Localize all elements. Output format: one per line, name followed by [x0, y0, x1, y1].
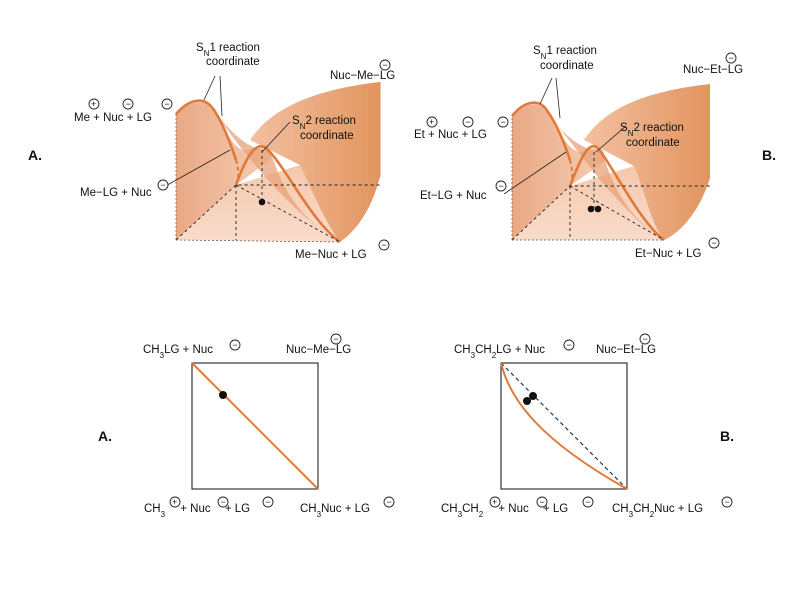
surface-left-face [512, 104, 604, 240]
sn2-label-b: SN2 reaction [620, 122, 684, 138]
surface-plot-a [161, 75, 381, 244]
sn2-label-a-line2: coordinate [300, 130, 354, 142]
svg-text:−: − [266, 497, 271, 507]
svg-text:−: − [501, 117, 506, 127]
svg-text:+: + [429, 117, 434, 127]
corner-br-top-right: Nuc−Et−LG [596, 344, 656, 356]
projection-diagram-a [191, 362, 319, 490]
axis-front-a [175, 114, 341, 243]
panel-label-top-left: A. [28, 147, 42, 163]
diagram-frame-b [500, 362, 628, 490]
svg-text:−: − [383, 60, 388, 70]
svg-text:−: − [387, 497, 392, 507]
surface-left-face [176, 102, 270, 240]
transition-state-dot-b2 [594, 205, 602, 213]
axis-front-b [511, 116, 664, 241]
corner-bl-bottom-left: CH3 + Nuc + LG [144, 503, 250, 519]
svg-text:−: − [161, 180, 166, 190]
svg-text:−: − [165, 99, 170, 109]
corner-product-b: Et−Nuc + LG [635, 248, 702, 260]
svg-text:−: − [126, 99, 131, 109]
charge-markers-br: − − + − − − [489, 333, 733, 508]
corner-start-b: Et−LG + Nuc [420, 190, 487, 202]
transition-state-dot-2d-b1 [523, 397, 531, 405]
corner-start-a: Me−LG + Nuc [80, 187, 152, 199]
leader-lines-b [503, 77, 627, 195]
panel-label-bottom-right: B. [720, 428, 734, 444]
sn1-label-b-line2: coordinate [540, 60, 594, 72]
leader-lines-a [161, 75, 291, 189]
sn2-path-b [568, 144, 665, 242]
corner-bl-top-left: CH3LG + Nuc [143, 344, 213, 360]
reaction-path-a [191, 362, 319, 490]
transition-state-dot-2d-a [219, 391, 227, 399]
svg-text:−: − [334, 334, 339, 344]
corner-br-top-left: CH3CH2LG + Nuc [454, 344, 545, 360]
svg-text:−: − [221, 497, 226, 507]
corner-br-bottom-left: CH3CH2 + Nuc + LG [441, 503, 568, 519]
svg-text:+: + [91, 99, 96, 109]
surface-right-face [584, 84, 710, 240]
surface-floor [176, 165, 340, 242]
sn1-label-b: SN1 reaction [533, 45, 597, 61]
corner-top-right-a: Nuc−Me−LG [330, 70, 395, 82]
svg-text:−: − [729, 53, 734, 63]
surface-valley [214, 110, 340, 242]
corner-bl-bottom-right: CH3Nuc + LG [300, 503, 370, 519]
surface-right-face [250, 82, 380, 242]
svg-text:−: − [712, 238, 717, 248]
sn1-path-b [510, 101, 572, 161]
projection-diagram-b [500, 362, 628, 490]
panel-label-top-right: B. [762, 147, 776, 163]
charge-markers-a: + − − − − − [88, 59, 391, 251]
corner-br-bottom-right: CH3CH2Nuc + LG [612, 503, 703, 519]
corner-top-right-b: Nuc−Et−LG [683, 64, 743, 76]
diagram-frame-a [191, 362, 319, 490]
charge-markers-bl: − − + − − − [169, 333, 395, 508]
svg-text:−: − [233, 340, 238, 350]
sn1-label-a-line2: coordinate [206, 56, 260, 68]
axis-dashed-b [511, 152, 710, 241]
corner-top-left-a: Me + Nuc + LG [74, 112, 152, 124]
sn1-label-a: SN1 reaction [196, 42, 260, 58]
svg-text:−: − [586, 497, 591, 507]
surface-valley [548, 112, 664, 240]
reference-diagonal-b [500, 362, 628, 490]
svg-text:−: − [540, 497, 545, 507]
sn2-path-a [234, 144, 341, 244]
svg-text:+: + [492, 497, 497, 507]
transition-state-dot-2d-b2 [529, 392, 537, 400]
corner-top-left-b: Et + Nuc + LG [414, 129, 487, 141]
axis-dashed-a [175, 150, 380, 243]
reaction-path-b [500, 362, 628, 490]
svg-text:−: − [499, 181, 504, 191]
surface-floor [512, 166, 664, 240]
svg-text:+: + [172, 497, 177, 507]
svg-text:−: − [643, 334, 648, 344]
sn1-path-a [175, 99, 238, 161]
surface-back-wall [371, 82, 381, 191]
charge-markers-b: + − − − − − [426, 52, 737, 249]
sn2-label-b-line2: coordinate [626, 137, 680, 149]
panel-label-bottom-left: A. [98, 428, 112, 444]
svg-text:−: − [466, 117, 471, 127]
svg-text:−: − [725, 497, 730, 507]
corner-product-a: Me−Nuc + LG [295, 249, 367, 261]
sn2-label-a: SN2 reaction [292, 115, 356, 131]
corner-bl-top-right: Nuc−Me−LG [286, 344, 351, 356]
svg-text:−: − [567, 340, 572, 350]
transition-state-dot-b1 [587, 205, 595, 213]
transition-state-dot-a [258, 198, 266, 206]
svg-text:−: − [382, 240, 387, 250]
surface-plot-b [503, 77, 710, 242]
